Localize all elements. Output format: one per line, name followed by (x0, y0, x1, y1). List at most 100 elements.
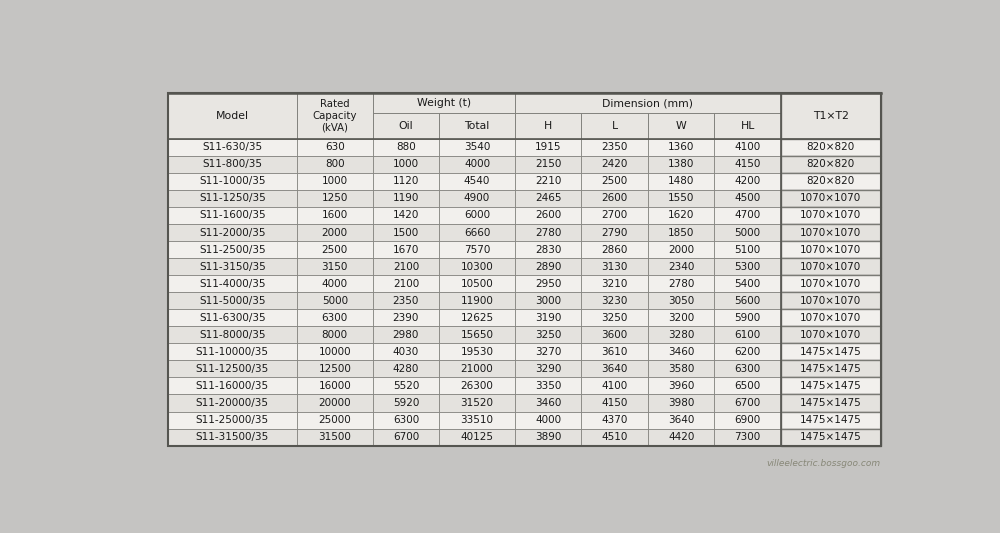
Bar (373, 326, 439, 343)
Bar (297, 190, 373, 207)
Text: 19530: 19530 (461, 347, 494, 357)
Bar (168, 139, 297, 156)
Bar (373, 173, 439, 190)
Text: 1550: 1550 (668, 193, 694, 204)
Text: S11-12500/35: S11-12500/35 (196, 364, 269, 374)
Text: 3960: 3960 (668, 381, 694, 391)
Bar (581, 139, 648, 156)
Bar (439, 326, 515, 343)
Text: 6200: 6200 (735, 347, 761, 357)
Text: 3580: 3580 (668, 364, 694, 374)
Bar (373, 139, 439, 156)
Bar (515, 224, 581, 241)
Text: 1480: 1480 (668, 176, 694, 187)
Bar (648, 258, 714, 275)
Text: 2780: 2780 (535, 228, 561, 238)
Text: 5600: 5600 (735, 296, 761, 306)
Text: 2700: 2700 (602, 211, 628, 221)
Text: 1070×1070: 1070×1070 (800, 245, 861, 255)
Bar (373, 429, 439, 446)
Bar (439, 207, 515, 224)
Text: Weight (t): Weight (t) (417, 98, 471, 108)
Text: 2500: 2500 (322, 245, 348, 255)
Text: 2000: 2000 (668, 245, 694, 255)
Text: 5000: 5000 (735, 228, 761, 238)
Text: 2210: 2210 (535, 176, 561, 187)
Bar (515, 292, 581, 309)
Bar (781, 224, 881, 241)
Text: 3610: 3610 (601, 347, 628, 357)
Bar (781, 173, 881, 190)
Text: 4030: 4030 (393, 347, 419, 357)
Text: 880: 880 (396, 142, 416, 152)
Text: 820×820: 820×820 (807, 159, 855, 169)
Text: 6700: 6700 (735, 398, 761, 408)
Text: 630: 630 (325, 142, 345, 152)
Text: 4540: 4540 (464, 176, 490, 187)
Bar (581, 173, 648, 190)
Text: 3210: 3210 (601, 279, 628, 289)
Text: 6300: 6300 (735, 364, 761, 374)
Text: 820×820: 820×820 (807, 176, 855, 187)
Text: 11900: 11900 (461, 296, 493, 306)
Text: 2980: 2980 (393, 330, 419, 340)
Text: 2350: 2350 (393, 296, 419, 306)
Text: 4000: 4000 (464, 159, 490, 169)
Text: 4420: 4420 (668, 432, 694, 442)
Bar (297, 411, 373, 429)
Bar (515, 190, 581, 207)
Bar (714, 292, 781, 309)
Text: 1500: 1500 (393, 228, 419, 238)
Bar (581, 326, 648, 343)
Bar (515, 377, 581, 394)
Text: 4700: 4700 (735, 211, 761, 221)
Bar (515, 156, 581, 173)
Text: 1250: 1250 (322, 193, 348, 204)
Bar (439, 173, 515, 190)
Text: Dimension (mm): Dimension (mm) (602, 98, 693, 108)
Text: S11-1600/35: S11-1600/35 (199, 211, 266, 221)
Bar (648, 114, 714, 139)
Bar (373, 241, 439, 258)
Bar (515, 343, 581, 360)
Text: 3460: 3460 (668, 347, 694, 357)
Text: Oil: Oil (399, 121, 413, 131)
Text: 1915: 1915 (535, 142, 561, 152)
Bar (648, 326, 714, 343)
Text: 2780: 2780 (668, 279, 694, 289)
Text: 1475×1475: 1475×1475 (800, 398, 862, 408)
Bar (297, 275, 373, 292)
Text: 21000: 21000 (461, 364, 493, 374)
Bar (781, 241, 881, 258)
Text: 16000: 16000 (318, 381, 351, 391)
Text: 7570: 7570 (464, 245, 490, 255)
Bar (439, 360, 515, 377)
Text: 1070×1070: 1070×1070 (800, 262, 861, 272)
Bar (781, 377, 881, 394)
Text: 3980: 3980 (668, 398, 694, 408)
Bar (648, 173, 714, 190)
Bar (581, 411, 648, 429)
Bar (781, 360, 881, 377)
Text: 1600: 1600 (322, 211, 348, 221)
Text: 4100: 4100 (602, 381, 628, 391)
Bar (439, 343, 515, 360)
Text: 5920: 5920 (393, 398, 419, 408)
Text: 31500: 31500 (318, 432, 351, 442)
Bar (781, 139, 881, 156)
Bar (714, 139, 781, 156)
Bar (581, 207, 648, 224)
Bar (781, 292, 881, 309)
Text: 1475×1475: 1475×1475 (800, 347, 862, 357)
Bar (781, 343, 881, 360)
Text: 3640: 3640 (668, 415, 694, 425)
Bar (168, 241, 297, 258)
Text: S11-8000/35: S11-8000/35 (199, 330, 266, 340)
Text: 1620: 1620 (668, 211, 694, 221)
Bar (439, 156, 515, 173)
Bar (168, 156, 297, 173)
Text: 2890: 2890 (535, 262, 561, 272)
Bar (515, 173, 581, 190)
Text: 1420: 1420 (393, 211, 419, 221)
Text: 4100: 4100 (735, 142, 761, 152)
